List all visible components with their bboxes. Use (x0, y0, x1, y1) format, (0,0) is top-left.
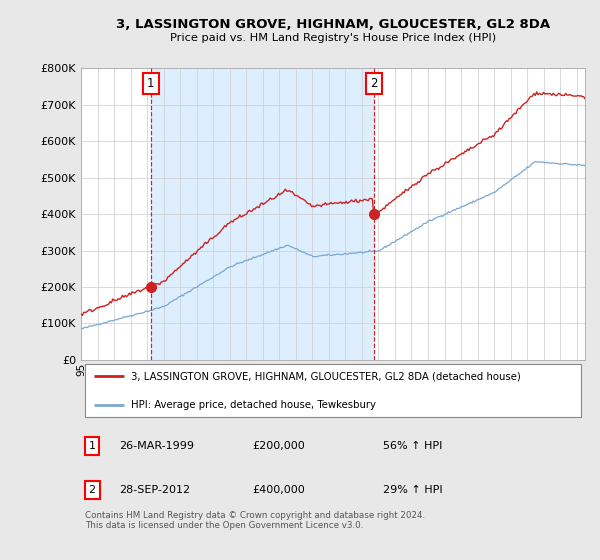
Text: 26-MAR-1999: 26-MAR-1999 (119, 441, 194, 451)
Text: Price paid vs. HM Land Registry's House Price Index (HPI): Price paid vs. HM Land Registry's House … (170, 33, 496, 43)
Text: £400,000: £400,000 (253, 486, 305, 496)
Text: 56% ↑ HPI: 56% ↑ HPI (383, 441, 443, 451)
Text: 2: 2 (89, 486, 95, 496)
Text: 3, LASSINGTON GROVE, HIGHNAM, GLOUCESTER, GL2 8DA: 3, LASSINGTON GROVE, HIGHNAM, GLOUCESTER… (116, 17, 550, 31)
Text: 1: 1 (147, 77, 154, 90)
Text: 2: 2 (371, 77, 378, 90)
Text: 3, LASSINGTON GROVE, HIGHNAM, GLOUCESTER, GL2 8DA (detached house): 3, LASSINGTON GROVE, HIGHNAM, GLOUCESTER… (131, 371, 521, 381)
Text: Contains HM Land Registry data © Crown copyright and database right 2024.
This d: Contains HM Land Registry data © Crown c… (85, 511, 425, 530)
Text: 1: 1 (89, 441, 95, 451)
Text: HPI: Average price, detached house, Tewkesbury: HPI: Average price, detached house, Tewk… (131, 399, 376, 409)
Text: £200,000: £200,000 (253, 441, 305, 451)
Text: 29% ↑ HPI: 29% ↑ HPI (383, 486, 443, 496)
Bar (151, 68, 374, 360)
Text: 28-SEP-2012: 28-SEP-2012 (119, 486, 190, 496)
FancyBboxPatch shape (85, 363, 581, 417)
